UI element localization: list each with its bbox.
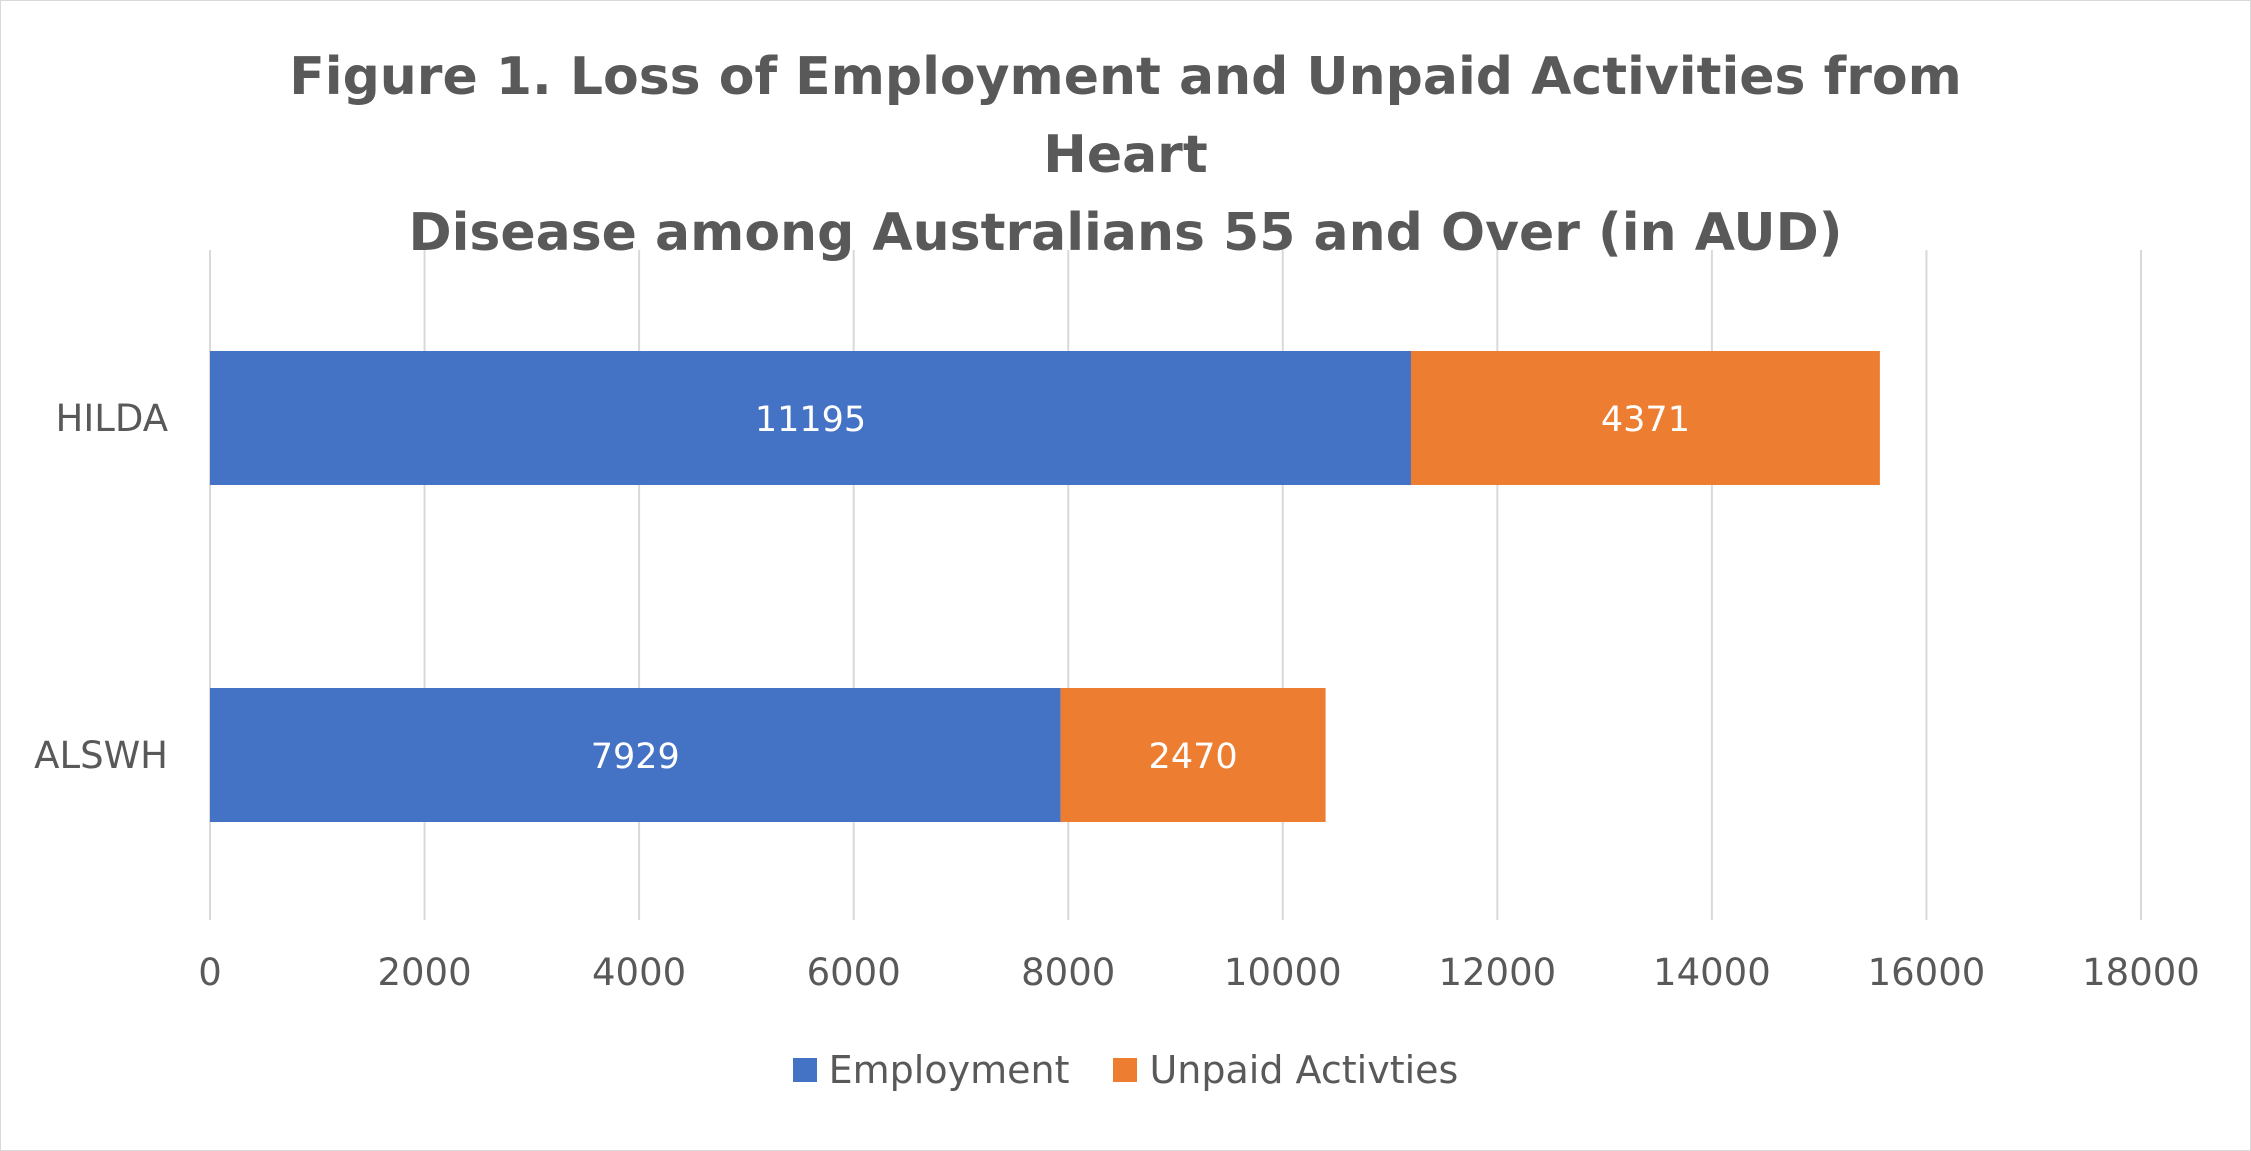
x-tick-label-12000: 12000 xyxy=(1438,951,1556,994)
legend-item-unpaid-activities: Unpaid Activties xyxy=(1113,1048,1458,1092)
data-label-alswh-unpaid-activties: 2470 xyxy=(1149,737,1238,777)
x-tick-label-2000: 2000 xyxy=(377,951,471,994)
bar-alswh-employment xyxy=(210,688,1061,822)
x-tick-label-4000: 4000 xyxy=(592,951,686,994)
bar-alswh-unpaid-activties xyxy=(1060,688,1326,822)
x-tick-label-0: 0 xyxy=(198,951,222,994)
legend-label-unpaid-activities: Unpaid Activties xyxy=(1149,1048,1459,1092)
legend-label-employment: Employment xyxy=(828,1048,1070,1092)
chart-legend: Employment Unpaid Activties xyxy=(0,1048,2251,1092)
y-category-label-alswh: ALSWH xyxy=(34,734,168,777)
legend-swatch-unpaid-activities xyxy=(1113,1058,1138,1082)
data-label-hilda-unpaid-activties: 4371 xyxy=(1601,400,1690,440)
x-tick-label-18000: 18000 xyxy=(2082,951,2200,994)
chart-title-line-1: Figure 1. Loss of Employment and Unpaid … xyxy=(289,47,1962,185)
data-label-hilda-employment: 11195 xyxy=(755,400,866,440)
x-tick-label-8000: 8000 xyxy=(1021,951,1115,994)
bar-hilda-unpaid-activties xyxy=(1410,351,1880,485)
x-tick-label-6000: 6000 xyxy=(807,951,901,994)
x-tick-label-14000: 14000 xyxy=(1653,951,1771,994)
y-category-label-hilda: HILDA xyxy=(56,397,169,440)
chart-title: Figure 1. Loss of Employment and Unpaid … xyxy=(200,38,2051,272)
legend-item-employment: Employment xyxy=(792,1048,1070,1092)
x-tick-label-16000: 16000 xyxy=(1868,951,1986,994)
bar-hilda-employment xyxy=(210,351,1411,485)
chart-title-line-2: Disease among Australians 55 and Over (i… xyxy=(408,203,1843,263)
x-tick-label-10000: 10000 xyxy=(1224,951,1342,994)
legend-swatch-employment xyxy=(792,1058,817,1082)
data-label-alswh-employment: 7929 xyxy=(591,737,680,777)
